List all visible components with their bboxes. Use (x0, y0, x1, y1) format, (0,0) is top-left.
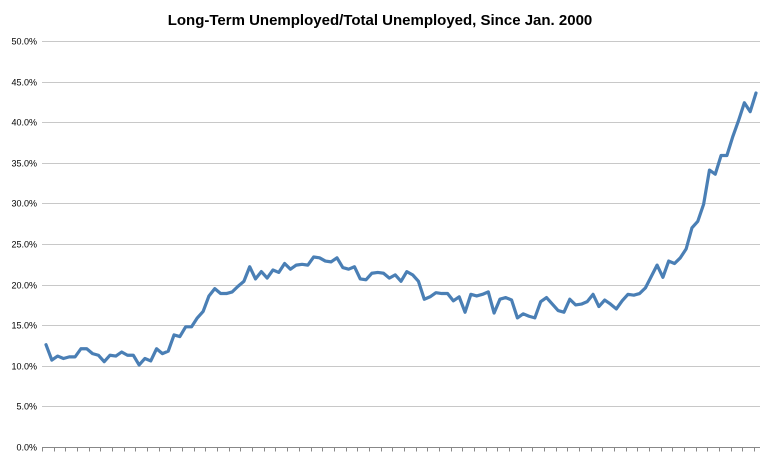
x-axis-ticks (42, 447, 755, 452)
y-tick-label: 35.0% (11, 159, 37, 169)
y-tick-label: 0.0% (16, 443, 37, 453)
y-axis-tick-labels: 0.0% 5.0% 10.0% 15.0% 20.0% 25.0% 30.0% 35.0% 40… (11, 37, 37, 453)
gridlines (42, 41, 760, 407)
chart-title: Long-Term Unemployed/Total Unemployed, S… (168, 12, 593, 29)
y-tick-label: 20.0% (11, 281, 37, 291)
series-line (44, 91, 758, 367)
y-tick-label: 50.0% (11, 37, 37, 47)
series-layer (44, 91, 758, 367)
y-tick-label: 5.0% (16, 402, 37, 412)
y-tick-label: 10.0% (11, 362, 37, 372)
y-tick-label: 25.0% (11, 240, 37, 250)
y-tick-label: 15.0% (11, 321, 37, 331)
y-tick-label: 45.0% (11, 78, 37, 88)
y-tick-label: 30.0% (11, 199, 37, 209)
y-tick-label: 40.0% (11, 118, 37, 128)
